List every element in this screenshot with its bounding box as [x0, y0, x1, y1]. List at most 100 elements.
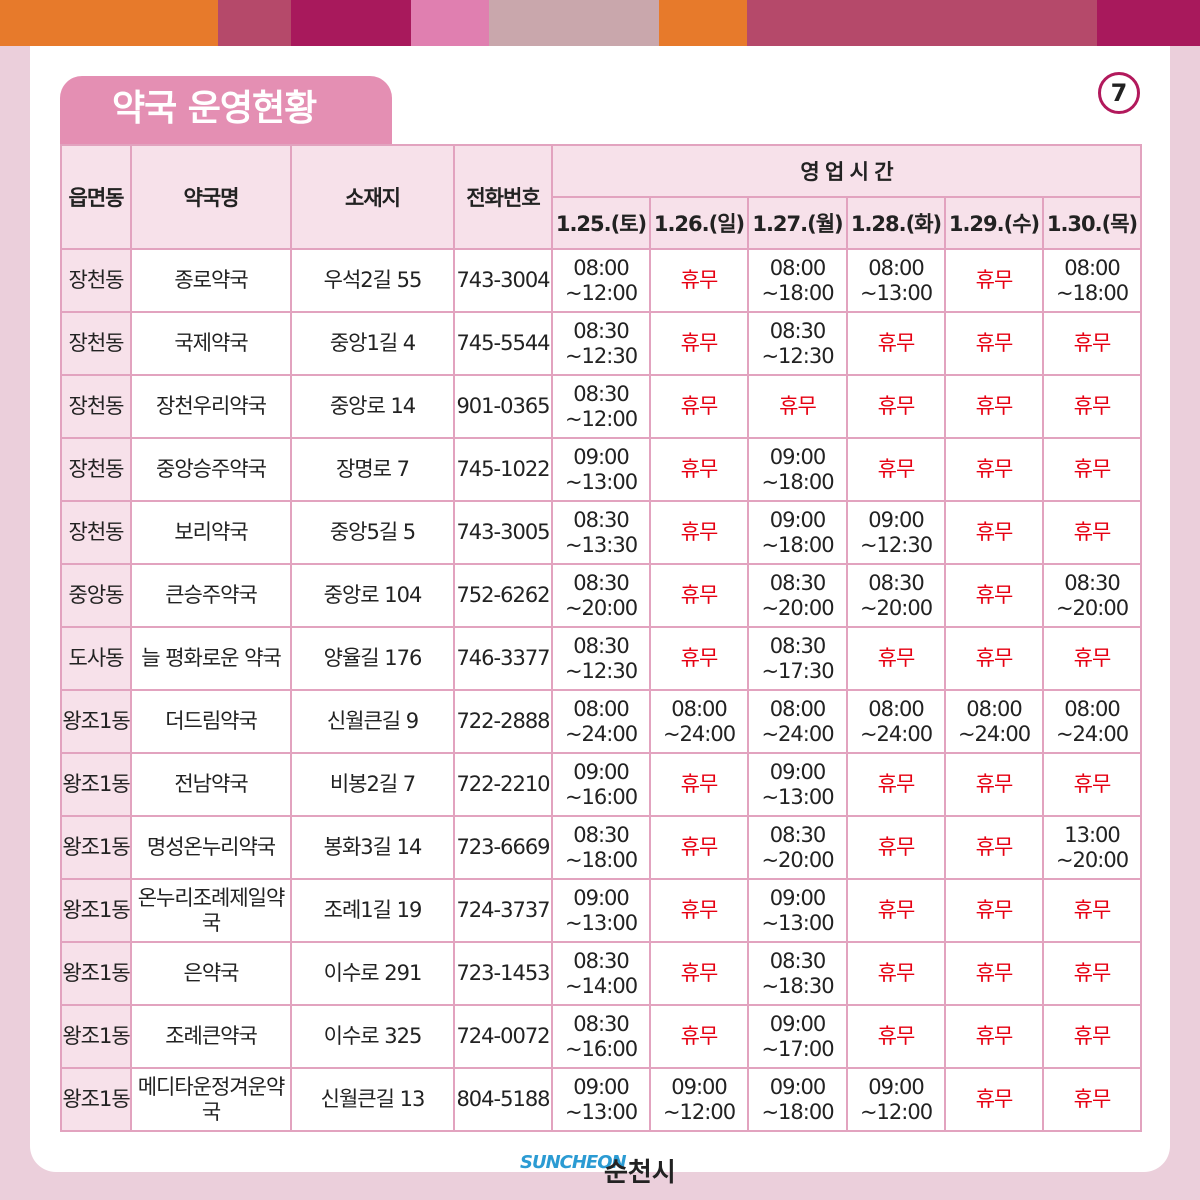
hours-line: 09:00 — [671, 1074, 728, 1099]
hours-cell: 휴무 — [1042, 500, 1142, 565]
hours-cell: 09:00 ~13:00 — [747, 752, 848, 817]
hours-cell: 08:30 ~18:00 — [551, 815, 651, 880]
table-row: 왕조1동 조례큰약국 이수로 325 724-0072 08:30 ~16:00 휴무 09:… — [60, 1004, 1142, 1069]
pharmacy-name-cell: 더드림약국 — [130, 689, 292, 754]
table-row: 장천동 국제약국 중앙1길 4 745-5544 08:30 ~12:30 휴무 08:30 ~… — [60, 311, 1142, 376]
hours-cell: 09:00 ~18:00 — [747, 1067, 848, 1132]
pharmacy-name-cell: 큰승주약국 — [130, 563, 292, 628]
hours-cell: 08:30 ~20:00 — [846, 563, 946, 628]
hours-cell: 08:30 ~13:30 — [551, 500, 651, 565]
closed-label: 휴무 — [680, 457, 719, 481]
phone-cell: 724-0072 — [453, 1004, 553, 1069]
hours-line: ~20:00 — [761, 847, 834, 872]
closed-label: 휴무 — [975, 1024, 1014, 1048]
phone-cell: 745-1022 — [453, 437, 553, 502]
closed-label: 휴무 — [779, 394, 817, 418]
hours-cell: 09:00 ~18:00 — [747, 437, 848, 502]
header-date: 1.25.(토) — [551, 196, 651, 250]
hours-cell: 09:00 ~12:00 — [846, 1067, 946, 1132]
hours-cell: 휴무 — [649, 815, 749, 880]
hours-line: ~12:30 — [761, 343, 834, 368]
hours-cell: 08:00 ~24:00 — [747, 689, 848, 754]
pharmacy-table: 읍면동 약국명 소재지 전화번호 영 업 시 간 1.25.(토) 1.26.(… — [60, 144, 1142, 1132]
closed-label: 휴무 — [975, 646, 1014, 670]
closed-label: 휴무 — [680, 520, 719, 544]
pharmacy-name-cell: 장천우리약국 — [130, 374, 292, 439]
hours-line: 08:30 — [769, 948, 827, 973]
hours-cell: 08:30 ~16:00 — [551, 1004, 651, 1069]
header-date: 1.29.(수) — [944, 196, 1044, 250]
closed-label: 휴무 — [680, 646, 719, 670]
hours-cell: 휴무 — [846, 752, 946, 817]
address-cell: 양율길 176 — [290, 626, 455, 691]
hours-cell: 08:30 ~18:30 — [747, 941, 848, 1006]
table-row: 왕조1동 전남약국 비봉2길 7 722-2210 09:00 ~16:00 휴무 09:00… — [60, 752, 1142, 817]
hours-line: 09:00 — [868, 507, 925, 532]
hours-line: ~20:00 — [859, 595, 933, 620]
closed-label: 휴무 — [680, 961, 719, 985]
closed-label: 휴무 — [1073, 1087, 1112, 1111]
hours-cell: 08:00 ~18:00 — [747, 248, 848, 313]
hours-cell: 휴무 — [649, 626, 749, 691]
hours-cell: 09:00 ~13:00 — [747, 878, 848, 943]
header-address: 소재지 — [290, 144, 455, 250]
table-row: 도사동 늘 평화로운 약국 양율길 176 746-3377 08:30 ~12:30 휴무… — [60, 626, 1142, 691]
hours-cell: 휴무 — [944, 752, 1044, 817]
hours-cell: 휴무 — [846, 437, 946, 502]
address-cell: 이수로 325 — [290, 1004, 455, 1069]
hours-cell: 08:30 ~20:00 — [551, 563, 651, 628]
pharmacy-name-cell: 메디타운정겨운약국 — [130, 1067, 292, 1132]
closed-label: 휴무 — [975, 268, 1014, 292]
pharmacy-name-cell: 보리약국 — [130, 500, 292, 565]
address-cell: 장명로 7 — [290, 437, 455, 502]
phone-cell: 743-3005 — [453, 500, 553, 565]
hours-cell: 휴무 — [944, 626, 1044, 691]
address-cell: 이수로 291 — [290, 941, 455, 1006]
pharmacy-name-cell: 전남약국 — [130, 752, 292, 817]
hours-line: ~12:30 — [859, 532, 933, 557]
table-row: 왕조1동 은약국 이수로 291 723-1453 08:30 ~14:00 휴무 08:30… — [60, 941, 1142, 1006]
hours-line: ~18:00 — [761, 532, 834, 557]
hours-line: 08:30 — [769, 570, 827, 595]
hours-line: ~24:00 — [859, 721, 933, 746]
district-cell: 장천동 — [60, 248, 132, 313]
hours-line: ~12:00 — [662, 1099, 736, 1124]
hours-cell: 휴무 — [747, 374, 848, 439]
hours-cell: 휴무 — [846, 626, 946, 691]
hours-cell: 휴무 — [944, 437, 1044, 502]
hours-line: ~24:00 — [957, 721, 1031, 746]
table-row: 장천동 종로약국 우석2길 55 743-3004 08:00 ~12:00 휴무 08:00… — [60, 248, 1142, 313]
hours-line: ~17:00 — [761, 1036, 834, 1061]
hours-cell: 휴무 — [846, 878, 946, 943]
hours-line: ~13:00 — [564, 469, 638, 494]
closed-label: 휴무 — [975, 583, 1014, 607]
hours-line: 08:00 — [966, 696, 1023, 721]
hours-cell: 휴무 — [649, 752, 749, 817]
closed-label: 휴무 — [1073, 898, 1112, 922]
hours-cell: 휴무 — [846, 311, 946, 376]
closed-label: 휴무 — [877, 457, 916, 481]
footer-logo-area: SUNCHEON 순천시 — [520, 1150, 690, 1190]
phone-cell: 723-1453 — [453, 941, 553, 1006]
address-cell: 우석2길 55 — [290, 248, 455, 313]
hours-cell: 휴무 — [1042, 752, 1142, 817]
table-row: 중앙동 큰승주약국 중앙로 104 752-6262 08:30 ~20:00 휴무 08:3… — [60, 563, 1142, 628]
closed-label: 휴무 — [1073, 646, 1112, 670]
closed-label: 휴무 — [975, 1087, 1014, 1111]
suncheon-logo: SUNCHEON — [520, 1152, 627, 1173]
closed-label: 휴무 — [877, 1024, 916, 1048]
hours-line: 08:00 — [573, 255, 630, 280]
closed-label: 휴무 — [877, 646, 916, 670]
hours-cell: 08:00 ~24:00 — [551, 689, 651, 754]
pharmacy-name-cell: 중앙승주약국 — [130, 437, 292, 502]
district-cell: 왕조1동 — [60, 815, 132, 880]
table-row: 장천동 보리약국 중앙5길 5 743-3005 08:30 ~13:30 휴무 09:00 ~… — [60, 500, 1142, 565]
color-band — [489, 0, 659, 46]
phone-cell: 722-2888 — [453, 689, 553, 754]
closed-label: 휴무 — [877, 772, 916, 796]
hours-cell: 08:30 ~20:00 — [747, 815, 848, 880]
hours-line: 09:00 — [573, 444, 630, 469]
hours-line: ~16:00 — [564, 784, 638, 809]
hours-line: ~12:00 — [564, 406, 638, 431]
header-hours: 영 업 시 간 — [551, 144, 1142, 198]
